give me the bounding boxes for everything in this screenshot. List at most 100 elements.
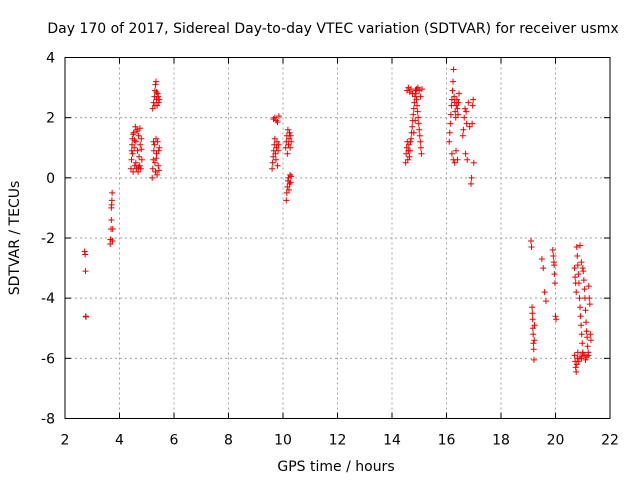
- data-point: [406, 153, 413, 160]
- data-point: [417, 144, 424, 151]
- data-point: [134, 128, 141, 135]
- data-point: [450, 66, 457, 73]
- data-point: [153, 78, 160, 85]
- data-point: [582, 307, 589, 314]
- data-point: [130, 131, 137, 138]
- data-point: [272, 156, 279, 163]
- data-point: [411, 93, 418, 100]
- data-point: [463, 108, 470, 115]
- data-point: [468, 174, 475, 181]
- data-point: [405, 84, 412, 91]
- data-point: [453, 147, 460, 154]
- data-point: [108, 216, 115, 223]
- data-point: [270, 153, 277, 160]
- data-point: [575, 280, 582, 287]
- data-point: [403, 87, 410, 94]
- data-point: [418, 150, 425, 157]
- data-point: [451, 93, 458, 100]
- data-point: [461, 114, 468, 121]
- data-point: [453, 96, 460, 103]
- data-point: [407, 138, 414, 145]
- data-point: [573, 368, 580, 375]
- data-point: [409, 123, 416, 130]
- data-point: [579, 265, 586, 272]
- data-point: [586, 295, 593, 302]
- data-point: [275, 113, 282, 120]
- data-point: [271, 135, 278, 142]
- data-point: [578, 259, 585, 266]
- data-point: [469, 120, 476, 127]
- data-point: [131, 144, 138, 151]
- data-point: [577, 242, 584, 249]
- axis-ticks: 2 4 6 8 10 12 14 16 18 20 22 -8 -6 -4 -2 0 2 4: [41, 51, 619, 449]
- data-point: [417, 93, 424, 100]
- data-point: [586, 301, 593, 308]
- y-tick-label: -6: [41, 351, 55, 367]
- data-point: [135, 168, 142, 175]
- data-point: [287, 132, 294, 139]
- data-point: [136, 153, 143, 160]
- data-point: [576, 295, 583, 302]
- data-point: [530, 346, 537, 353]
- data-point: [413, 96, 420, 103]
- data-point: [529, 325, 536, 332]
- data-point: [288, 138, 295, 145]
- data-point: [578, 331, 585, 338]
- data-point: [452, 114, 459, 121]
- data-point: [580, 268, 587, 275]
- data-point: [155, 162, 162, 169]
- data-point: [466, 123, 473, 130]
- data-point: [153, 89, 160, 96]
- data-point: [575, 358, 582, 365]
- data-point: [82, 268, 89, 275]
- x-tick-label: 8: [224, 433, 233, 449]
- data-point: [527, 238, 534, 245]
- y-tick-label: -8: [41, 412, 55, 428]
- data-point: [151, 141, 158, 148]
- data-point: [274, 138, 281, 145]
- data-point: [542, 298, 549, 305]
- data-point: [149, 174, 156, 181]
- y-axis-label: SDTVAR / TECUs: [7, 181, 23, 296]
- data-point: [411, 99, 418, 106]
- data-point: [551, 280, 558, 287]
- data-point: [585, 283, 592, 290]
- data-point: [81, 248, 88, 255]
- data-point: [577, 304, 584, 311]
- data-point: [136, 125, 143, 132]
- data-point: [454, 156, 461, 163]
- data-point: [538, 256, 545, 263]
- data-point: [138, 146, 145, 153]
- data-point: [82, 313, 89, 320]
- data-point: [573, 361, 580, 368]
- data-point: [550, 253, 557, 260]
- data-point: [288, 173, 295, 180]
- data-point: [529, 310, 536, 317]
- data-point: [402, 159, 409, 166]
- data-point: [151, 102, 158, 109]
- data-point: [530, 331, 537, 338]
- data-point: [529, 304, 536, 311]
- x-tick-label: 12: [329, 433, 347, 449]
- data-point: [581, 352, 588, 359]
- chart-title: Day 170 of 2017, Sidereal Day-to-day VTE…: [47, 21, 618, 37]
- data-point: [154, 90, 161, 97]
- data-point: [109, 225, 116, 232]
- data-point: [578, 322, 585, 329]
- data-point: [135, 164, 142, 171]
- data-point: [462, 150, 469, 157]
- data-point: [410, 105, 417, 112]
- data-point: [572, 364, 579, 371]
- data-point: [418, 86, 425, 93]
- data-point: [108, 197, 115, 204]
- data-point: [465, 99, 472, 106]
- data-point: [529, 316, 536, 323]
- data-point: [573, 289, 580, 296]
- data-point: [408, 135, 415, 142]
- data-point: [573, 244, 580, 251]
- data-point: [285, 135, 292, 142]
- data-point: [462, 105, 469, 112]
- data-point: [414, 102, 421, 109]
- data-point: [284, 126, 291, 133]
- data-point: [551, 271, 558, 278]
